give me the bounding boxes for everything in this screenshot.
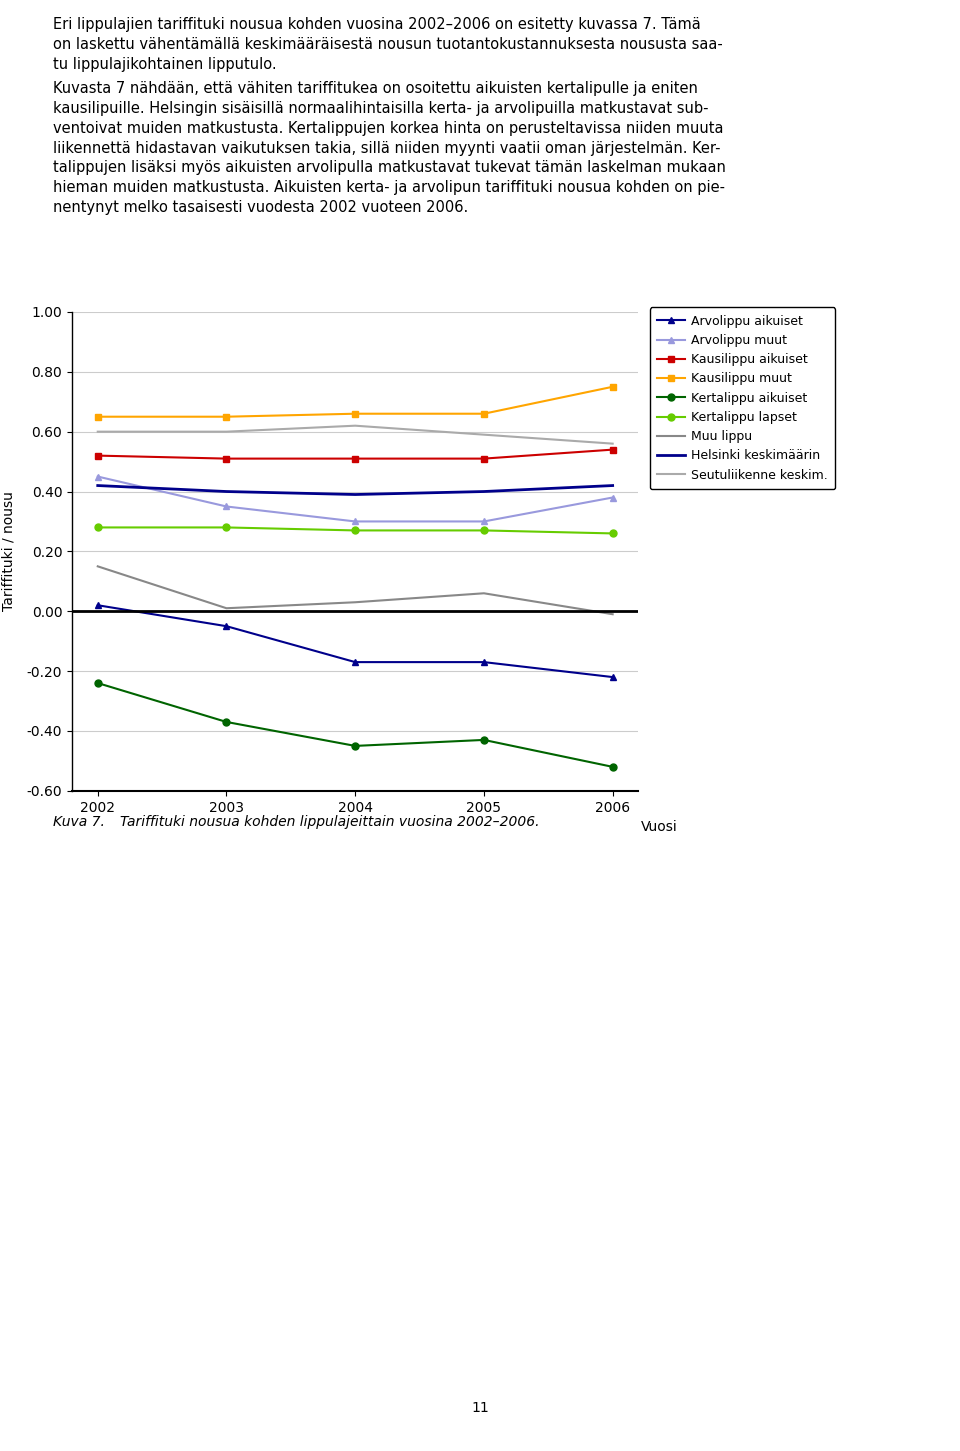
Kertalippu aikuiset bbox=[349, 737, 361, 755]
Muu lippu bbox=[221, 599, 232, 617]
Legend: Arvolippu aikuiset, Arvolippu muut, Kausilippu aikuiset, Kausilippu muut, Kertal: Arvolippu aikuiset, Arvolippu muut, Kaus… bbox=[650, 308, 835, 489]
Muu lippu bbox=[478, 585, 490, 602]
Helsinki keskimäärin bbox=[349, 486, 361, 503]
Kausilippu muut bbox=[221, 408, 232, 425]
Text: Kuva 7.: Kuva 7. bbox=[53, 815, 105, 830]
Muu lippu bbox=[349, 593, 361, 611]
Kertalippu aikuiset bbox=[478, 731, 490, 749]
Helsinki keskimäärin bbox=[478, 483, 490, 501]
Kertalippu lapset bbox=[607, 525, 618, 543]
Helsinki keskimäärin bbox=[607, 477, 618, 495]
Y-axis label: Tariffituki / nousu: Tariffituki / nousu bbox=[2, 492, 15, 611]
Kertalippu aikuiset bbox=[221, 714, 232, 731]
Arvolippu muut bbox=[478, 512, 490, 530]
Seutuliikenne keskim. bbox=[607, 435, 618, 453]
Text: 11: 11 bbox=[471, 1400, 489, 1415]
Line: Arvolippu muut: Arvolippu muut bbox=[94, 473, 616, 525]
Muu lippu bbox=[607, 605, 618, 622]
Kertalippu lapset bbox=[221, 518, 232, 535]
Arvolippu aikuiset bbox=[607, 669, 618, 686]
Seutuliikenne keskim. bbox=[349, 416, 361, 434]
Arvolippu muut bbox=[92, 467, 104, 485]
Kertalippu lapset bbox=[478, 522, 490, 540]
Kertalippu lapset bbox=[92, 518, 104, 535]
Muu lippu bbox=[92, 557, 104, 575]
Kausilippu muut bbox=[607, 379, 618, 396]
Line: Seutuliikenne keskim.: Seutuliikenne keskim. bbox=[98, 425, 612, 444]
Kertalippu lapset bbox=[349, 522, 361, 540]
Line: Kausilippu aikuiset: Kausilippu aikuiset bbox=[94, 445, 616, 461]
Line: Arvolippu aikuiset: Arvolippu aikuiset bbox=[94, 602, 616, 681]
Seutuliikenne keskim. bbox=[478, 427, 490, 444]
Text: Tariffituki nousua kohden lippulajeittain vuosina 2002–2006.: Tariffituki nousua kohden lippulajeittai… bbox=[120, 815, 540, 830]
Line: Kausilippu muut: Kausilippu muut bbox=[94, 383, 616, 421]
Text: Vuosi: Vuosi bbox=[641, 820, 678, 833]
Helsinki keskimäärin bbox=[221, 483, 232, 501]
Arvolippu aikuiset bbox=[221, 618, 232, 636]
Kausilippu aikuiset bbox=[92, 447, 104, 464]
Line: Kertalippu lapset: Kertalippu lapset bbox=[94, 524, 616, 537]
Arvolippu muut bbox=[221, 498, 232, 515]
Kausilippu aikuiset bbox=[478, 450, 490, 467]
Text: Eri lippulajien tariffituki nousua kohden vuosina 2002–2006 on esitetty kuvassa : Eri lippulajien tariffituki nousua kohde… bbox=[53, 17, 723, 73]
Line: Kertalippu aikuiset: Kertalippu aikuiset bbox=[94, 679, 616, 770]
Kausilippu aikuiset bbox=[349, 450, 361, 467]
Kausilippu aikuiset bbox=[221, 450, 232, 467]
Arvolippu muut bbox=[349, 512, 361, 530]
Arvolippu aikuiset bbox=[349, 653, 361, 670]
Arvolippu aikuiset bbox=[92, 596, 104, 614]
Kertalippu aikuiset bbox=[92, 675, 104, 692]
Kausilippu muut bbox=[478, 405, 490, 422]
Seutuliikenne keskim. bbox=[92, 424, 104, 441]
Kausilippu muut bbox=[349, 405, 361, 422]
Kausilippu muut bbox=[92, 408, 104, 425]
Kertalippu aikuiset bbox=[607, 757, 618, 775]
Line: Muu lippu: Muu lippu bbox=[98, 566, 612, 614]
Line: Helsinki keskimäärin: Helsinki keskimäärin bbox=[98, 486, 612, 495]
Text: Kuvasta 7 nähdään, että vähiten tariffitukea on osoitettu aikuisten kertalipulle: Kuvasta 7 nähdään, että vähiten tariffit… bbox=[53, 81, 726, 215]
Arvolippu muut bbox=[607, 489, 618, 506]
Arvolippu aikuiset bbox=[478, 653, 490, 670]
Kausilippu aikuiset bbox=[607, 441, 618, 459]
Seutuliikenne keskim. bbox=[221, 424, 232, 441]
Helsinki keskimäärin bbox=[92, 477, 104, 495]
